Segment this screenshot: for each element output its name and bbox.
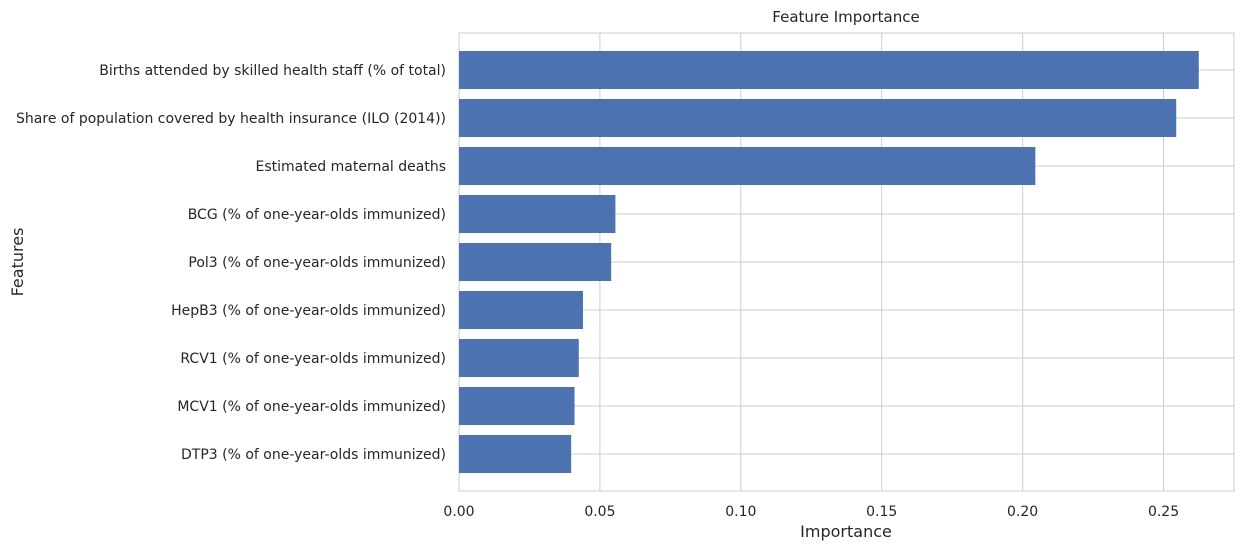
x-tick-label: 0.15 [866,504,897,520]
feature-bar [459,99,1177,137]
x-tick-label: 0.05 [584,504,615,520]
x-tick-label: 0.20 [1007,504,1038,520]
feature-bar [459,387,575,425]
x-tick-label: 0.10 [725,504,756,520]
y-tick-label: Share of population covered by health in… [16,111,446,127]
x-axis-label: Importance [800,522,892,541]
feature-bar [459,339,579,377]
y-tick-label: DTP3 (% of one-year-olds immunized) [181,447,446,463]
bars-layer [459,51,1199,473]
feature-bar [459,51,1199,89]
feature-bar [459,243,612,281]
y-tick-labels: Births attended by skilled health staff … [16,63,446,463]
y-axis-label: Features [8,228,27,297]
x-tick-labels: 0.00 0.05 0.10 0.15 0.20 0.25 [443,504,1179,520]
y-tick-label: Estimated maternal deaths [255,159,446,175]
feature-bar [459,291,583,329]
y-tick-label: HepB3 (% of one-year-olds immunized) [171,303,446,319]
feature-bar [459,435,572,473]
y-tick-label: Pol3 (% of one-year-olds immunized) [188,255,446,271]
y-tick-label: BCG (% of one-year-olds immunized) [188,207,446,223]
chart-title: Feature Importance [772,8,919,26]
y-tick-label: RCV1 (% of one-year-olds immunized) [180,351,446,367]
x-tick-label: 0.00 [443,504,474,520]
y-tick-label: Births attended by skilled health staff … [99,63,446,79]
feature-bar [459,195,616,233]
feature-bar [459,147,1036,185]
y-tick-label: MCV1 (% of one-year-olds immunized) [177,399,446,415]
x-tick-label: 0.25 [1148,504,1179,520]
